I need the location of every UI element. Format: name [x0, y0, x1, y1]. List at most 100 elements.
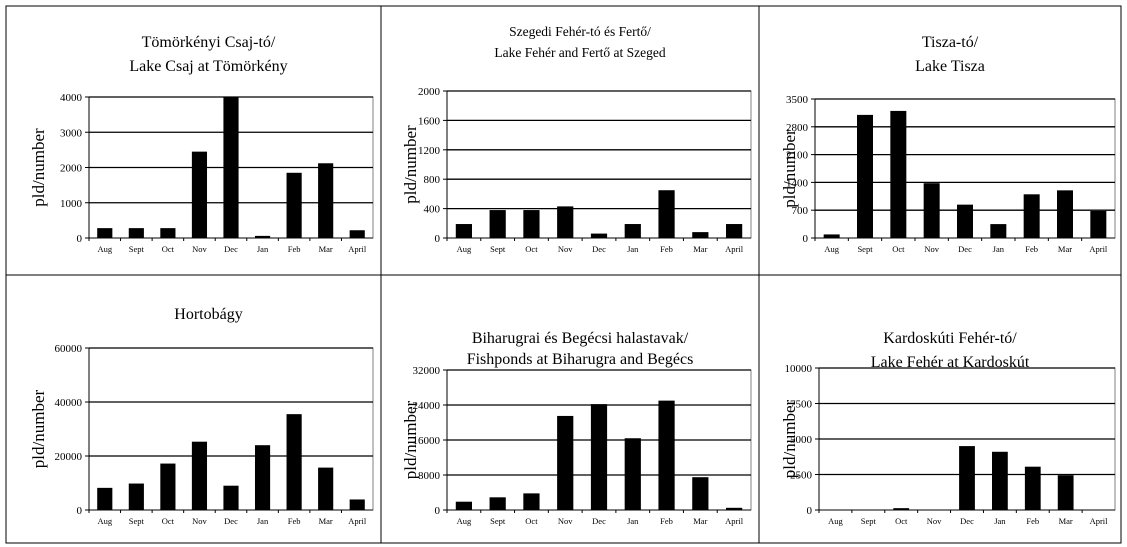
x-tick-label: Sept [857, 244, 873, 254]
bar [523, 210, 540, 238]
x-tick-label: Feb [288, 244, 301, 254]
bar [1057, 475, 1074, 510]
x-tick-label: Sept [490, 516, 506, 526]
bar [489, 497, 506, 510]
y-tick-label: 0 [435, 505, 441, 517]
x-tick-label: Oct [895, 516, 908, 526]
bar [1057, 190, 1073, 238]
bar [1023, 194, 1040, 238]
y-tick-label: 1200 [418, 145, 441, 157]
chart-title-line: Fishponds at Biharugra and Begécs [467, 351, 694, 368]
bar [726, 224, 743, 238]
y-tick-label: 2100 [786, 150, 809, 162]
x-tick-label: Jan [257, 516, 269, 526]
y-tick-label: 0 [803, 233, 809, 245]
bar [191, 441, 208, 510]
chart-title-line: Tisza-tó/ [922, 34, 979, 51]
x-tick-label: Mar [693, 516, 707, 526]
x-tick-label: Aug [828, 516, 843, 526]
bar [223, 97, 239, 238]
bar [160, 463, 176, 510]
x-tick-label: Feb [288, 516, 301, 526]
x-tick-label: Mar [693, 244, 707, 254]
chart-title-line: Biharugrai és Begécsi halastavak/ [472, 330, 689, 347]
bar [160, 228, 176, 238]
x-tick-label: Dec [224, 516, 238, 526]
y-tick-label: 0 [435, 233, 441, 245]
bar [692, 232, 709, 238]
bar [658, 190, 675, 238]
bar [990, 224, 1007, 238]
x-tick-label: Dec [958, 244, 972, 254]
chart-panel-1: Tömörkényi Csaj-tó/Lake Csaj at Tömörkén… [5, 5, 382, 276]
x-tick-label: April [725, 244, 744, 254]
x-tick-label: Oct [525, 516, 538, 526]
x-tick-label: Aug [457, 244, 472, 254]
y-tick-label: 2000 [418, 86, 441, 98]
y-tick-label: 800 [424, 174, 441, 186]
x-tick-label: Dec [592, 244, 606, 254]
bar [923, 183, 940, 238]
x-tick-label: April [725, 516, 744, 526]
y-tick-label: 2500 [790, 470, 813, 482]
y-axis-label: pld/number [29, 128, 48, 207]
x-tick-label: Nov [927, 516, 942, 526]
y-tick-label: 0 [807, 505, 813, 517]
bar [590, 233, 608, 238]
x-tick-label: Sept [490, 244, 506, 254]
bar [991, 451, 1008, 510]
x-tick-label: Oct [525, 244, 538, 254]
bar [823, 234, 840, 238]
bar [286, 172, 302, 238]
bar [624, 224, 641, 238]
x-tick-label: April [1089, 244, 1108, 254]
x-tick-label: Jan [257, 244, 269, 254]
chart-panel-2: Szegedi Fehér-tó és Fertő/Lake Fehér and… [380, 5, 760, 276]
bar [191, 151, 208, 238]
x-tick-label: Mar [1058, 244, 1072, 254]
x-tick-label: Nov [558, 244, 573, 254]
x-tick-label: Aug [457, 516, 472, 526]
x-tick-label: April [348, 244, 367, 254]
chart-title-line: Lake Fehér at Kardoskút [871, 354, 1030, 371]
bar [254, 445, 271, 510]
x-tick-label: Mar [1059, 516, 1073, 526]
chart-panel-4: Hortobágy pld/number 0 20000 40000 60000 Aug Se… [5, 274, 382, 544]
x-tick-label: Dec [960, 516, 974, 526]
x-tick-label: Dec [224, 244, 238, 254]
x-tick-label: Jan [994, 516, 1006, 526]
y-tick-label: 1400 [786, 177, 809, 189]
x-tick-label: Nov [924, 244, 939, 254]
y-tick-label: 16000 [413, 435, 441, 447]
y-tick-label: 24000 [413, 400, 441, 412]
x-tick-label: Dec [592, 516, 606, 526]
chart-panel-6: Kardoskúti Fehér-tó/Lake Fehér at Kardos… [758, 274, 1122, 544]
panel-border [758, 274, 1122, 544]
y-tick-label: 3000 [60, 127, 83, 139]
x-tick-label: Aug [97, 516, 112, 526]
bar [692, 477, 709, 510]
x-tick-label: Sept [861, 516, 877, 526]
x-tick-label: Nov [558, 516, 573, 526]
bar [893, 508, 910, 510]
bar [97, 228, 113, 238]
y-tick-label: 0 [77, 233, 83, 245]
chart-title-line: Hortobágy [174, 306, 242, 323]
y-tick-label: 5000 [790, 434, 813, 446]
bar [590, 404, 608, 510]
bar [97, 487, 113, 510]
y-tick-label: 20000 [55, 451, 83, 463]
x-tick-label: Sept [129, 516, 145, 526]
bar [128, 483, 144, 510]
y-tick-label: 32000 [413, 365, 441, 377]
y-tick-label: 400 [424, 204, 441, 216]
chart-title-line: Lake Fehér and Fertő at Szeged [494, 45, 666, 60]
x-tick-label: Oct [892, 244, 905, 254]
x-tick-label: Aug [824, 244, 839, 254]
bar [455, 224, 472, 238]
y-tick-label: 8000 [418, 470, 441, 482]
x-tick-label: Feb [1025, 244, 1038, 254]
chart-title-line: Szegedi Fehér-tó és Fertő/ [509, 24, 651, 39]
bar [286, 414, 302, 510]
